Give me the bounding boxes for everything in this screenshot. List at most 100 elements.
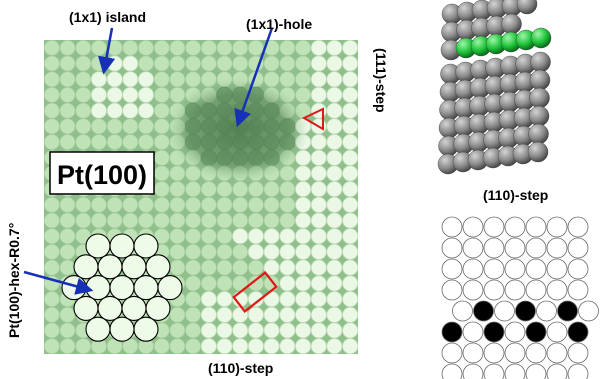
surface-atom — [169, 165, 186, 182]
surface-atom — [310, 306, 327, 323]
surface-atom — [185, 306, 202, 323]
surface-atom — [279, 338, 296, 354]
surface-atom — [342, 149, 358, 166]
surface-atom — [342, 243, 358, 260]
white-atom — [567, 363, 589, 379]
hex-atom — [121, 254, 147, 280]
black-atom — [525, 321, 547, 343]
hex-atom — [109, 233, 135, 259]
white-atom — [567, 342, 589, 364]
surface-atom — [137, 102, 155, 119]
surface-atom — [200, 275, 217, 292]
surface-atom — [263, 338, 280, 354]
white-atom — [546, 258, 568, 280]
surface-atom — [310, 71, 327, 88]
surface-atom — [342, 133, 358, 151]
surface-atom — [59, 71, 76, 88]
white-atom — [504, 279, 526, 301]
surface-atom — [106, 212, 123, 229]
white-atom — [536, 300, 557, 322]
surface-atom — [342, 71, 358, 88]
grey-atom — [516, 0, 538, 15]
surface-atom — [75, 338, 92, 354]
surface-atom — [326, 102, 343, 119]
surface-atom — [106, 196, 123, 213]
white-atom — [462, 321, 484, 343]
surface-atom — [200, 322, 217, 339]
white-atom — [483, 237, 505, 259]
surface-atom — [279, 55, 296, 72]
surface-atom — [216, 259, 233, 276]
surface-atom — [44, 196, 60, 213]
white-atom — [525, 279, 547, 301]
surface-atom — [310, 243, 327, 260]
surface-atom — [185, 228, 202, 245]
surface-atom — [342, 165, 358, 182]
surface-atom — [44, 306, 60, 323]
surface-atom — [44, 243, 60, 260]
surface-atom — [247, 196, 264, 213]
surface-atom — [200, 243, 217, 260]
surface-atom — [326, 55, 343, 72]
surface-atom — [200, 259, 217, 276]
surface-atom — [137, 212, 155, 229]
surface-atom — [185, 71, 202, 88]
surface-atom — [247, 40, 264, 56]
surface-atom — [200, 55, 217, 72]
surface-atom — [310, 338, 327, 354]
surface-atom — [247, 243, 264, 260]
surface-atom — [200, 181, 217, 198]
hex-atom — [85, 275, 111, 301]
surface-atom — [122, 55, 139, 72]
surface-atom — [310, 228, 327, 245]
grey-atom — [530, 51, 551, 73]
surface-atom — [232, 338, 249, 354]
surface-atom — [232, 196, 249, 213]
white-atom — [462, 216, 484, 238]
white-atom — [567, 258, 589, 280]
surface-atom — [294, 306, 312, 323]
surface-atom — [137, 86, 155, 104]
white-atom — [494, 300, 515, 322]
surface-atom — [216, 290, 233, 308]
surface-atom — [75, 55, 92, 72]
surface-atom — [326, 338, 343, 354]
surface-atom — [342, 306, 358, 323]
hex-label: Pt(100)-hex-R0.7° — [6, 223, 22, 338]
white-atom — [441, 258, 463, 280]
surface-atom — [310, 212, 327, 229]
surface-atom — [75, 86, 92, 104]
pt100-label-box: Pt(100) — [49, 151, 155, 195]
surface-atom — [326, 212, 343, 229]
hex-atom — [145, 254, 171, 280]
black-atom — [567, 321, 589, 343]
white-atom — [504, 216, 526, 238]
surface-atom — [279, 71, 296, 88]
surface-atom — [90, 86, 108, 104]
surface-atom — [263, 322, 280, 339]
surface-atom — [169, 71, 186, 88]
surface-atom — [279, 322, 296, 339]
green-atom — [530, 27, 552, 49]
surface-atom — [122, 196, 139, 213]
surface-atom — [279, 181, 296, 198]
surface-atom — [153, 86, 170, 104]
surface-atom — [59, 118, 76, 135]
step-111-label: (111)-step — [373, 48, 389, 113]
surface-atom — [75, 40, 92, 56]
surface-atom — [153, 133, 170, 151]
surface-atom — [44, 322, 60, 339]
surface-atom — [44, 212, 60, 229]
white-atom — [504, 321, 526, 343]
surface-atom — [122, 102, 139, 119]
surface-atom — [263, 228, 280, 245]
surface-atom — [216, 275, 233, 292]
surface-atom — [153, 102, 170, 119]
surface-atom — [310, 40, 327, 56]
surface-atom — [294, 322, 312, 339]
white-atom — [546, 342, 568, 364]
surface-atom — [263, 55, 280, 72]
hex-atom — [97, 295, 123, 321]
surface-atom — [44, 71, 60, 88]
grey-atom — [528, 123, 549, 145]
